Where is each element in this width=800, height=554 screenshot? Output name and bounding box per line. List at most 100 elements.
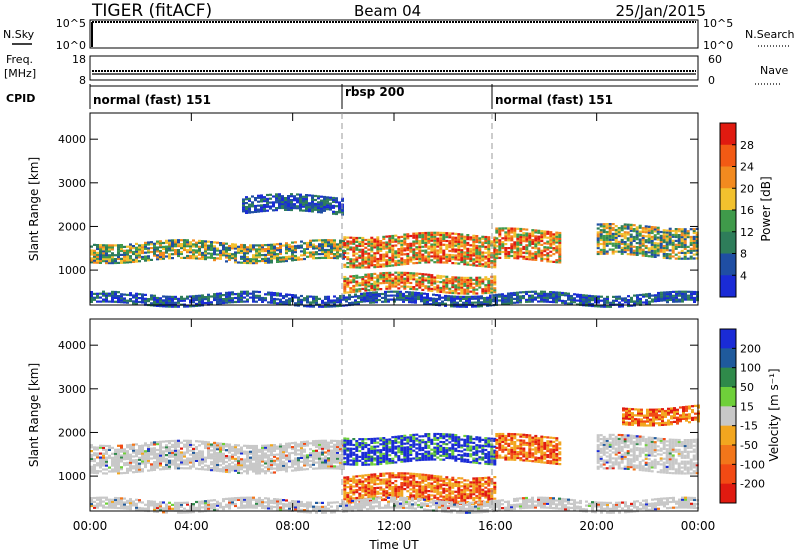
echo-cell <box>222 458 225 461</box>
echo-cell <box>445 291 449 294</box>
echo-cell <box>275 207 278 210</box>
echo-cell <box>324 250 327 254</box>
echo-cell <box>442 441 446 444</box>
echo-cell <box>264 460 267 463</box>
echo-cell <box>315 443 318 446</box>
echo-cell <box>222 299 225 303</box>
echo-cell <box>662 233 666 236</box>
echo-cell <box>495 237 499 240</box>
echo-cell <box>168 301 171 304</box>
echo-cell <box>332 212 335 215</box>
echo-cell <box>540 300 543 303</box>
echo-cell <box>474 301 477 304</box>
echo-cell <box>406 233 410 236</box>
echo-cell <box>588 302 591 305</box>
echo-cell <box>480 295 483 298</box>
echo-cell <box>222 244 225 247</box>
echo-cell <box>129 455 132 458</box>
echo-cell <box>695 247 699 250</box>
echo-cell <box>367 463 371 466</box>
colorbar-tick-label: 24 <box>740 161 754 174</box>
echo-cell <box>237 247 240 250</box>
echo-cell <box>448 289 452 292</box>
echo-cell <box>409 258 413 261</box>
echo-cell <box>318 253 321 256</box>
echo-cell <box>635 251 639 255</box>
echo-cell <box>309 255 312 258</box>
echo-cell <box>447 295 450 298</box>
echo-cell <box>394 439 398 442</box>
echo-cell <box>269 205 272 208</box>
echo-cell <box>330 250 333 254</box>
echo-cell <box>204 442 207 446</box>
echo-cell <box>168 249 171 252</box>
echo-cell <box>602 229 606 232</box>
echo-cell <box>336 461 339 464</box>
echo-cell <box>623 223 627 226</box>
echo-cell <box>579 297 582 300</box>
echo-cell <box>343 263 347 266</box>
echo-cell <box>189 465 192 468</box>
echo-cell <box>659 234 663 237</box>
echo-cell <box>379 443 383 446</box>
echo-cell <box>629 237 633 240</box>
echo-cell <box>678 300 681 303</box>
echo-cell <box>330 243 333 246</box>
echo-cell <box>406 275 410 278</box>
echo-cell <box>147 469 150 472</box>
echo-cell <box>507 231 511 234</box>
echo-cell <box>495 253 499 256</box>
echo-cell <box>366 298 369 301</box>
echo-cell <box>99 292 102 295</box>
echo-cell <box>424 255 428 258</box>
echo-cell <box>644 227 648 230</box>
echo-cell <box>382 458 386 461</box>
echo-cell <box>436 436 440 440</box>
echo-cell <box>546 232 550 235</box>
echo-cell <box>195 241 198 244</box>
echo-cell <box>171 243 174 246</box>
echo-cell <box>675 294 678 297</box>
echo-cell <box>285 456 288 459</box>
echo-cell <box>403 454 407 457</box>
echo-cell <box>684 294 687 297</box>
echo-cell <box>438 298 441 301</box>
echo-cell <box>596 252 600 256</box>
echo-cell <box>291 257 294 260</box>
echo-cell <box>570 302 573 305</box>
echo-cell <box>141 462 144 465</box>
echo-cell <box>192 465 195 468</box>
echo-cell <box>435 294 438 297</box>
echo-cell <box>343 443 347 446</box>
echo-cell <box>171 247 174 250</box>
echo-cell <box>599 248 603 251</box>
echo-cell <box>444 296 447 299</box>
echo-cell <box>373 439 377 442</box>
echo-cell <box>361 455 365 458</box>
echo-cell <box>695 241 699 244</box>
echo-cell <box>294 461 297 464</box>
echo-cell <box>433 241 437 244</box>
echo-cell <box>644 250 648 254</box>
echo-cell <box>349 236 353 239</box>
echo-cell <box>361 463 365 466</box>
echo-cell <box>448 281 452 285</box>
echo-cell <box>252 444 255 448</box>
echo-cell <box>528 298 531 301</box>
echo-cell <box>111 292 114 295</box>
echo-cell <box>291 447 294 451</box>
echo-cell <box>111 252 114 255</box>
echo-cell <box>486 298 489 301</box>
echo-cell <box>336 243 339 246</box>
echo-cell <box>430 456 434 459</box>
echo-cell <box>216 457 219 461</box>
echo-cell <box>484 241 488 244</box>
echo-cell <box>204 250 207 253</box>
echo-cell <box>138 297 141 300</box>
echo-cell <box>309 463 312 466</box>
echo-cell <box>495 255 499 258</box>
echo-cell <box>487 281 491 285</box>
echo-cell <box>477 297 480 300</box>
echo-cell <box>450 301 453 304</box>
echo-cell <box>552 301 555 304</box>
